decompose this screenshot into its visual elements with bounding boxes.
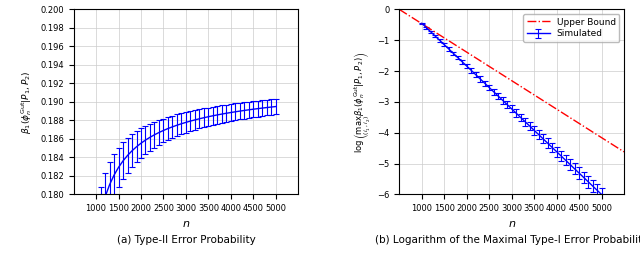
X-axis label: n: n	[182, 219, 189, 229]
Legend: Upper Bound, Simulated: Upper Bound, Simulated	[524, 14, 620, 42]
Text: (b) Logarithm of the Maximal Type-I Error Probability: (b) Logarithm of the Maximal Type-I Erro…	[375, 235, 640, 245]
Y-axis label: $\log\left(\max_{(i_1,i_2)}\beta_1(\phi_n^{\mathrm{Gut}}|P_1, P_2)\right)$: $\log\left(\max_{(i_1,i_2)}\beta_1(\phi_…	[352, 51, 372, 153]
Y-axis label: $\beta_1(\phi_n^{\mathrm{Gut}}|P_1, P_2)$: $\beta_1(\phi_n^{\mathrm{Gut}}|P_1, P_2)…	[20, 70, 35, 134]
X-axis label: n: n	[508, 219, 515, 229]
Text: (a) Type-II Error Probability: (a) Type-II Error Probability	[116, 235, 255, 245]
